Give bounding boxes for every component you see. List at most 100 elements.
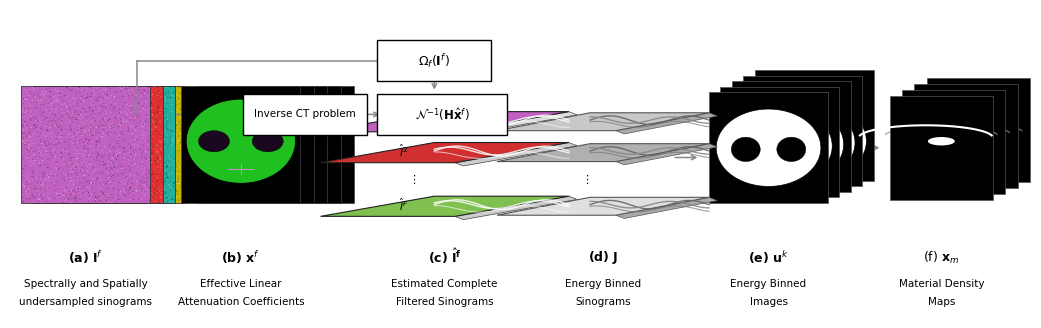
Point <box>136 91 153 96</box>
Point <box>109 158 126 164</box>
Point <box>106 188 123 194</box>
Point <box>49 193 66 198</box>
Point <box>26 153 43 158</box>
Point <box>32 119 49 124</box>
Point <box>52 97 69 103</box>
Point <box>130 192 147 197</box>
Point <box>133 141 150 146</box>
Point <box>47 189 64 194</box>
Point <box>122 118 138 123</box>
Point <box>104 176 121 181</box>
Point <box>54 97 71 102</box>
Point <box>21 179 37 184</box>
Point <box>52 119 69 125</box>
Point <box>123 137 139 143</box>
Point <box>79 87 96 92</box>
Point <box>161 195 178 200</box>
Point <box>78 142 95 148</box>
Point <box>93 100 109 106</box>
Point <box>53 196 70 201</box>
Point <box>43 90 59 95</box>
Point <box>45 120 61 125</box>
Point <box>96 141 112 147</box>
Point <box>74 93 91 98</box>
Point <box>81 162 98 167</box>
Point <box>65 89 81 94</box>
Point <box>96 108 112 113</box>
Point <box>49 133 66 138</box>
Point <box>52 125 69 130</box>
Point <box>58 91 75 96</box>
Point <box>64 94 80 100</box>
Point <box>69 85 85 90</box>
Point <box>118 130 134 135</box>
Point <box>85 90 102 95</box>
Point <box>74 101 91 107</box>
Point <box>139 105 156 110</box>
Point <box>56 155 73 161</box>
Point <box>49 166 66 171</box>
Point <box>167 85 183 91</box>
Point <box>49 142 66 147</box>
Point <box>159 127 176 133</box>
Point <box>132 84 149 90</box>
Point <box>45 167 61 172</box>
Point <box>99 144 116 149</box>
Point <box>130 104 147 109</box>
Point <box>57 92 74 97</box>
Ellipse shape <box>252 131 283 152</box>
Point <box>121 169 137 174</box>
Point <box>111 197 128 202</box>
Point <box>91 111 107 116</box>
Point <box>46 141 62 146</box>
Point <box>119 149 135 154</box>
Point <box>53 110 70 115</box>
Point <box>24 156 41 161</box>
Point <box>42 114 58 120</box>
Point <box>60 142 77 148</box>
Point <box>50 110 67 115</box>
Point <box>109 157 126 163</box>
Point <box>118 157 134 162</box>
Point <box>81 161 98 166</box>
Point <box>112 176 129 182</box>
Point <box>96 148 112 153</box>
Bar <box>181 86 301 203</box>
Point <box>149 112 166 117</box>
Point <box>71 112 87 117</box>
Point <box>105 152 122 157</box>
Point <box>142 189 158 195</box>
Point <box>149 172 166 177</box>
Point <box>164 158 181 163</box>
Point <box>55 150 72 155</box>
Point <box>54 129 71 134</box>
Point <box>72 178 88 184</box>
Point <box>78 191 95 196</box>
Point <box>73 87 90 92</box>
Point <box>90 99 106 104</box>
Point <box>62 112 79 117</box>
Point <box>175 109 192 114</box>
Point <box>134 158 151 163</box>
Point <box>37 149 54 154</box>
Point <box>99 179 116 184</box>
Point <box>82 138 99 143</box>
Point <box>148 174 164 179</box>
Point <box>64 182 80 188</box>
Point <box>152 126 169 132</box>
Point <box>159 109 176 114</box>
Point <box>60 103 77 109</box>
Point <box>152 139 169 144</box>
Point <box>174 128 191 133</box>
Point <box>131 182 148 188</box>
Point <box>92 110 108 115</box>
Point <box>112 167 129 173</box>
Point <box>84 165 101 170</box>
Point <box>115 154 131 159</box>
Point <box>147 155 163 160</box>
Point <box>81 92 98 98</box>
Point <box>164 140 181 145</box>
Point <box>37 170 54 175</box>
Point <box>122 185 138 191</box>
Point <box>73 171 90 176</box>
